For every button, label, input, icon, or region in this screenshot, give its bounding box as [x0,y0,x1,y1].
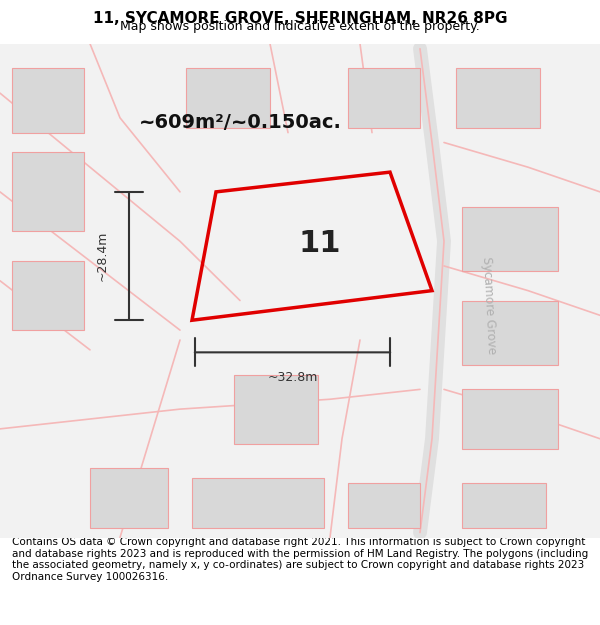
Text: Map shows position and indicative extent of the property.: Map shows position and indicative extent… [120,20,480,32]
Text: ~28.4m: ~28.4m [95,231,109,281]
Polygon shape [192,478,324,528]
Polygon shape [348,483,420,528]
Polygon shape [348,68,420,128]
Polygon shape [12,152,84,231]
Polygon shape [234,374,318,444]
Text: Contains OS data © Crown copyright and database right 2021. This information is : Contains OS data © Crown copyright and d… [12,537,588,582]
Text: ~609m²/~0.150ac.: ~609m²/~0.150ac. [139,113,341,132]
Polygon shape [462,483,546,528]
Polygon shape [186,68,270,128]
Polygon shape [462,301,558,364]
Text: ~32.8m: ~32.8m [268,371,317,384]
Polygon shape [90,468,168,528]
Polygon shape [456,68,540,128]
Polygon shape [12,68,84,132]
Text: Sycamore Grove: Sycamore Grove [480,256,498,354]
Polygon shape [462,389,558,449]
Text: 11, SYCAMORE GROVE, SHERINGHAM, NR26 8PG: 11, SYCAMORE GROVE, SHERINGHAM, NR26 8PG [93,11,507,26]
Polygon shape [12,261,84,330]
Text: 11: 11 [298,229,341,258]
Polygon shape [462,207,558,271]
